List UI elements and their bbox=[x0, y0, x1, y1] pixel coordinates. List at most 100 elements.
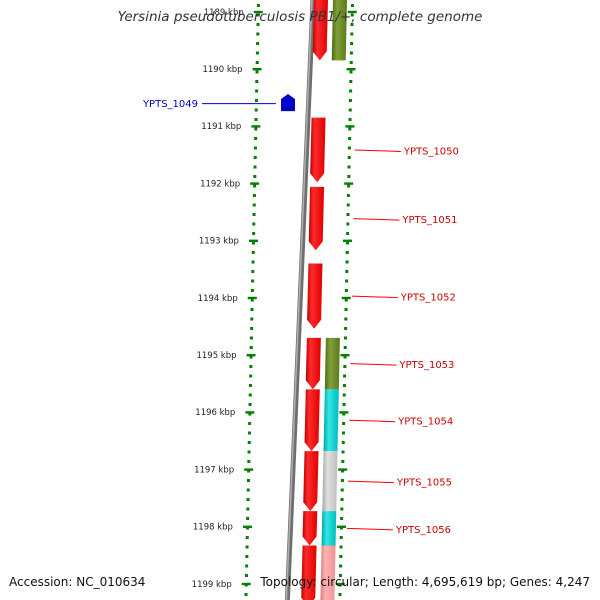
scale-tick-label: 1192 kbp bbox=[200, 179, 240, 189]
scale-dot bbox=[347, 146, 351, 150]
scale-dot bbox=[345, 241, 349, 245]
gene-arrow-forward[interactable] bbox=[305, 337, 321, 390]
scale-dot bbox=[346, 203, 350, 207]
gene-arrow-forward[interactable] bbox=[302, 511, 318, 546]
cog-category-block bbox=[321, 511, 337, 546]
scale-dot bbox=[341, 469, 345, 473]
scale-dot bbox=[252, 194, 256, 197]
scale-dot bbox=[342, 422, 346, 425]
scale-dot bbox=[246, 498, 250, 501]
scale-dot bbox=[350, 4, 354, 7]
scale-dot bbox=[252, 222, 256, 226]
scale-layer: 1189 kbp 1190 kbp 1191 kbp 1192 kbp 1193 kbp… bbox=[192, 4, 357, 596]
scale-tick bbox=[344, 182, 354, 185]
scale-dot bbox=[343, 336, 347, 340]
scale-dot bbox=[345, 279, 349, 283]
scale-dot bbox=[255, 61, 259, 64]
scale-tick bbox=[342, 239, 352, 242]
scale-dot bbox=[346, 213, 350, 216]
scale-dot bbox=[347, 184, 351, 188]
scale-tick-label: 1198 kbp bbox=[193, 523, 233, 533]
scale-dot bbox=[247, 431, 251, 435]
scale-dot bbox=[350, 13, 354, 17]
scale-tick bbox=[253, 10, 263, 14]
scale-dot bbox=[349, 51, 353, 55]
scale-tick bbox=[246, 354, 256, 357]
scale-dot bbox=[343, 346, 347, 349]
scale-dot bbox=[342, 384, 346, 387]
gene-arrow-reverse[interactable] bbox=[281, 94, 295, 112]
scale-dot bbox=[255, 80, 259, 83]
scale-tick bbox=[338, 468, 348, 471]
backbone-layer bbox=[284, 0, 316, 600]
scale-tick bbox=[335, 582, 345, 586]
scale-dot bbox=[247, 450, 251, 454]
gene-arrow-forward[interactable] bbox=[304, 389, 320, 452]
scale-dot bbox=[251, 270, 255, 273]
scale-dot bbox=[349, 70, 353, 74]
scale-dot bbox=[342, 393, 346, 397]
gene-label-leader bbox=[354, 149, 401, 152]
scale-dot bbox=[252, 232, 256, 235]
scale-dot bbox=[245, 545, 249, 549]
scale-dot bbox=[350, 42, 354, 45]
gene-arrow-forward[interactable] bbox=[312, 0, 328, 61]
scale-tick-label: 1195 kbp bbox=[196, 351, 236, 361]
scale-dot bbox=[349, 89, 353, 93]
cog-category-block bbox=[322, 451, 338, 512]
scale-tick-label: 1199 kbp bbox=[192, 580, 232, 590]
gene-label[interactable]: YPTS_1051 bbox=[401, 215, 457, 226]
scale-dot bbox=[346, 232, 350, 235]
scale-tick-label: 1191 kbp bbox=[201, 122, 241, 132]
scale-dot bbox=[249, 336, 253, 340]
genome-title: Yersinia pseudotuberculosis PB1/+, compl… bbox=[117, 9, 483, 25]
scale-dot bbox=[343, 365, 347, 368]
scale-dot bbox=[348, 127, 352, 131]
scale-tick bbox=[336, 525, 346, 528]
gene-label[interactable]: YPTS_1050 bbox=[403, 146, 459, 157]
gene-label[interactable]: YPTS_1055 bbox=[396, 478, 452, 489]
scale-dot bbox=[248, 393, 252, 397]
gene-label[interactable]: YPTS_1052 bbox=[400, 293, 456, 304]
scale-dot bbox=[256, 4, 260, 7]
scale-dot bbox=[348, 108, 352, 112]
scale-dot bbox=[253, 165, 257, 169]
cog-category-block bbox=[320, 545, 336, 600]
scale-dot bbox=[245, 555, 249, 558]
scale-tick bbox=[242, 525, 252, 528]
gene-arrow-forward[interactable] bbox=[308, 186, 325, 251]
scale-dot bbox=[339, 545, 343, 549]
scale-dot bbox=[254, 99, 258, 102]
genome-backbone-highlight bbox=[285, 0, 313, 600]
scale-dot bbox=[349, 61, 353, 64]
gene-label[interactable]: YPTS_1054 bbox=[397, 417, 453, 428]
scale-dot bbox=[248, 412, 252, 416]
scale-dot bbox=[339, 536, 343, 539]
cog-category-block bbox=[323, 389, 339, 452]
scale-dot bbox=[251, 279, 255, 283]
gene-arrow-forward[interactable] bbox=[307, 263, 323, 329]
scale-dot bbox=[245, 564, 249, 568]
scale-tick bbox=[252, 68, 262, 71]
scale-dot bbox=[348, 137, 352, 140]
scale-dot bbox=[254, 127, 258, 131]
scale-dot bbox=[343, 355, 347, 359]
gene-arrow-forward[interactable] bbox=[301, 545, 317, 600]
cog-category-block bbox=[324, 337, 340, 390]
gene-label[interactable]: YPTS_1049 bbox=[142, 99, 198, 110]
scale-dot bbox=[338, 593, 342, 596]
scale-dot bbox=[245, 536, 249, 539]
scale-dot bbox=[247, 460, 251, 463]
gene-layer bbox=[281, 0, 347, 600]
scale-dot bbox=[340, 517, 344, 520]
scale-dot bbox=[347, 165, 351, 169]
scale-dot bbox=[343, 374, 347, 378]
gene-label[interactable]: YPTS_1053 bbox=[398, 360, 454, 371]
gene-label[interactable]: YPTS_1056 bbox=[395, 525, 451, 536]
scale-dot bbox=[340, 479, 344, 482]
scale-dot bbox=[340, 498, 344, 501]
gene-arrow-forward[interactable] bbox=[310, 117, 326, 183]
gene-arrow-forward[interactable] bbox=[303, 451, 319, 512]
scale-tick bbox=[347, 10, 357, 14]
